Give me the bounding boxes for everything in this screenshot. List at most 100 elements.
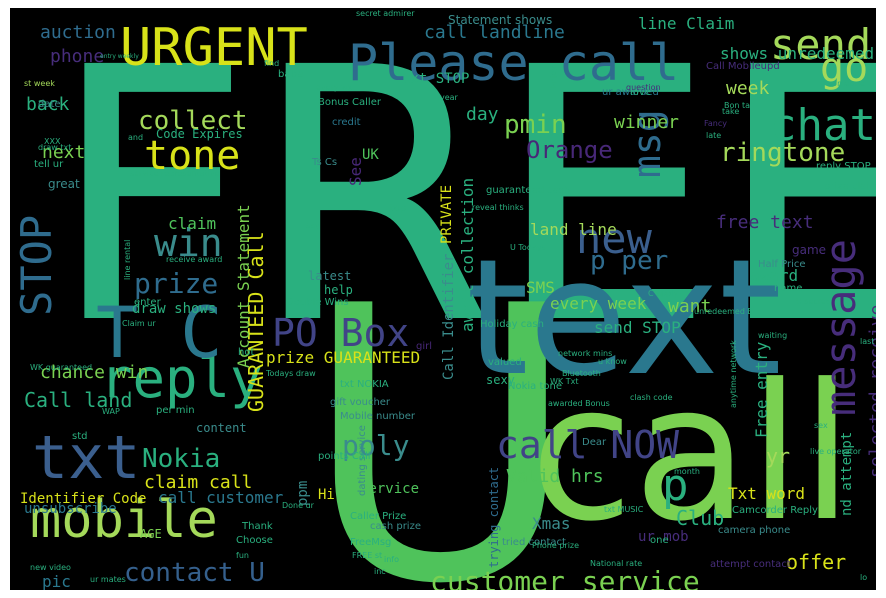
- word-want: want: [668, 296, 712, 317]
- word-content: content: [196, 421, 247, 435]
- word-pic: pic: [42, 572, 71, 590]
- word-new-video: new video: [30, 563, 71, 572]
- word-service-representative: service representative: [130, 169, 220, 178]
- word-txt: txt: [32, 423, 141, 493]
- word-wk-guaranteed: WK guaranteed: [30, 363, 93, 372]
- word-someone: someone: [828, 79, 865, 88]
- word-selected-receive: selected receive: [866, 304, 876, 478]
- word-babe: babe: [278, 69, 303, 80]
- word-land-line: land line: [530, 220, 617, 239]
- word-date: date: [38, 99, 61, 110]
- word-reply: reply: [100, 347, 263, 410]
- word-done-ur: Done ur: [282, 501, 314, 510]
- word-u: U: [302, 227, 579, 590]
- word-national-rate: National rate: [590, 559, 643, 568]
- word-tried-contact: tried contact: [502, 537, 566, 548]
- word-live-operator: live operator: [810, 447, 862, 456]
- word-contact-u: contact U: [124, 558, 265, 588]
- word-ts-cs: Ts Cs: [312, 157, 338, 168]
- word-receive-award: receive award: [166, 255, 223, 264]
- word-wk-txt: WK Txt: [550, 377, 579, 386]
- word-please-call: Please call: [348, 34, 680, 92]
- word-bluetooth: Bluetooth: [562, 369, 601, 378]
- word-std: std: [72, 431, 88, 442]
- word-girl: girl: [416, 341, 433, 352]
- word-late: late: [706, 131, 722, 140]
- word-caller-prize: Caller Prize: [350, 511, 407, 522]
- word-club: Club: [676, 506, 725, 530]
- word-nokia: Nokia: [142, 444, 221, 474]
- word-await-collection: await collection: [458, 177, 477, 332]
- word-xmas: Xmas: [532, 514, 571, 533]
- word-code-expires: Code Expires: [156, 127, 243, 141]
- word-txt-stop: txt STOP: [402, 71, 470, 87]
- word-sexy: sexy: [486, 373, 515, 387]
- word-ur-mates: ur mates: [90, 575, 126, 584]
- word-valid-hrs: Valid hrs: [506, 466, 604, 487]
- word-holiday-cash: Holiday cash: [480, 319, 544, 330]
- word-waiting: waiting: [758, 331, 788, 340]
- word-auction: auction: [40, 22, 116, 43]
- word-month: month: [674, 467, 700, 476]
- word-chat: chat: [770, 100, 876, 151]
- word-hot: hot: [238, 347, 255, 358]
- word-call: call: [530, 344, 854, 563]
- word-urgent: URGENT: [120, 18, 308, 78]
- word-sms: SMS: [526, 278, 555, 297]
- word-reveal-thinks: reveal thinks: [472, 203, 524, 212]
- word-line-claim: line Claim: [638, 14, 735, 33]
- word-mobile-number: Mobile number: [340, 411, 416, 422]
- word-day: day: [466, 104, 499, 125]
- word-wap: WAP: [102, 407, 120, 416]
- word-p: p: [662, 460, 689, 511]
- word-c-apply: C apply: [648, 289, 679, 298]
- word-customer-service: customer service: [430, 565, 700, 591]
- word-text: text: [466, 224, 782, 411]
- word-freemsg: FreeMsg: [350, 537, 392, 548]
- word-u-secret: U secret: [796, 297, 830, 306]
- word-txt-word: Txt word: [728, 484, 806, 503]
- word-poly: poly: [342, 429, 410, 462]
- word-age: AGE: [140, 527, 162, 541]
- word-u-know: u know: [598, 357, 627, 366]
- word-game: game: [792, 243, 827, 257]
- word-guaranteed-cash: guaranteed cash: [486, 185, 571, 196]
- word-phone: phone: [50, 46, 105, 67]
- word-anytime-network: anytime network: [729, 340, 738, 408]
- word-po-box: PO Box: [272, 311, 410, 355]
- word-nokia-tone: Nokia tone: [508, 381, 563, 392]
- word-sex: sex: [814, 421, 828, 430]
- word-call-mobileupd: Call Mobileupd: [706, 61, 780, 72]
- word-private: PRIVATE: [439, 184, 455, 244]
- word-statement-shows: Statement shows: [448, 13, 553, 27]
- word-chance-win: chance win: [40, 362, 149, 383]
- word-tone: tone: [144, 133, 241, 179]
- word-claim-ur: Claim ur: [122, 319, 156, 328]
- word-new: new: [576, 214, 652, 263]
- word-ringtone: ringtone: [720, 138, 846, 168]
- word-every-week: every week: [550, 294, 647, 313]
- word-free-entry: Free entry: [752, 341, 771, 438]
- word-one: one: [650, 535, 669, 546]
- word-clash-code: clash code: [630, 393, 673, 402]
- word-latest: latest: [308, 269, 352, 283]
- word-say: say: [306, 221, 320, 230]
- word-winner: winner: [614, 112, 680, 133]
- word-help: help: [324, 283, 353, 297]
- word-every-wk: every wk: [316, 83, 353, 92]
- word-find: find: [264, 59, 280, 68]
- word-draw-txt: draw txt: [38, 143, 72, 152]
- word-love: love: [630, 87, 651, 98]
- word-secret-admirer: secret admirer: [356, 9, 415, 18]
- word-txt-nokia: txt NOKIA: [340, 379, 389, 390]
- word-week: week: [726, 78, 770, 99]
- word-free-st: FREE st: [352, 551, 383, 560]
- word-free: FREE: [50, 8, 876, 401]
- word-tell-ur: tell ur: [34, 159, 64, 170]
- word-double-wins: Double Wins: [286, 297, 349, 308]
- word-shows-unredeemed: shows unredeemed: [720, 44, 875, 63]
- word-fancy: Fancy: [704, 119, 727, 128]
- word-cash-prize: cash prize: [370, 521, 421, 532]
- word-uk: UK: [362, 147, 379, 163]
